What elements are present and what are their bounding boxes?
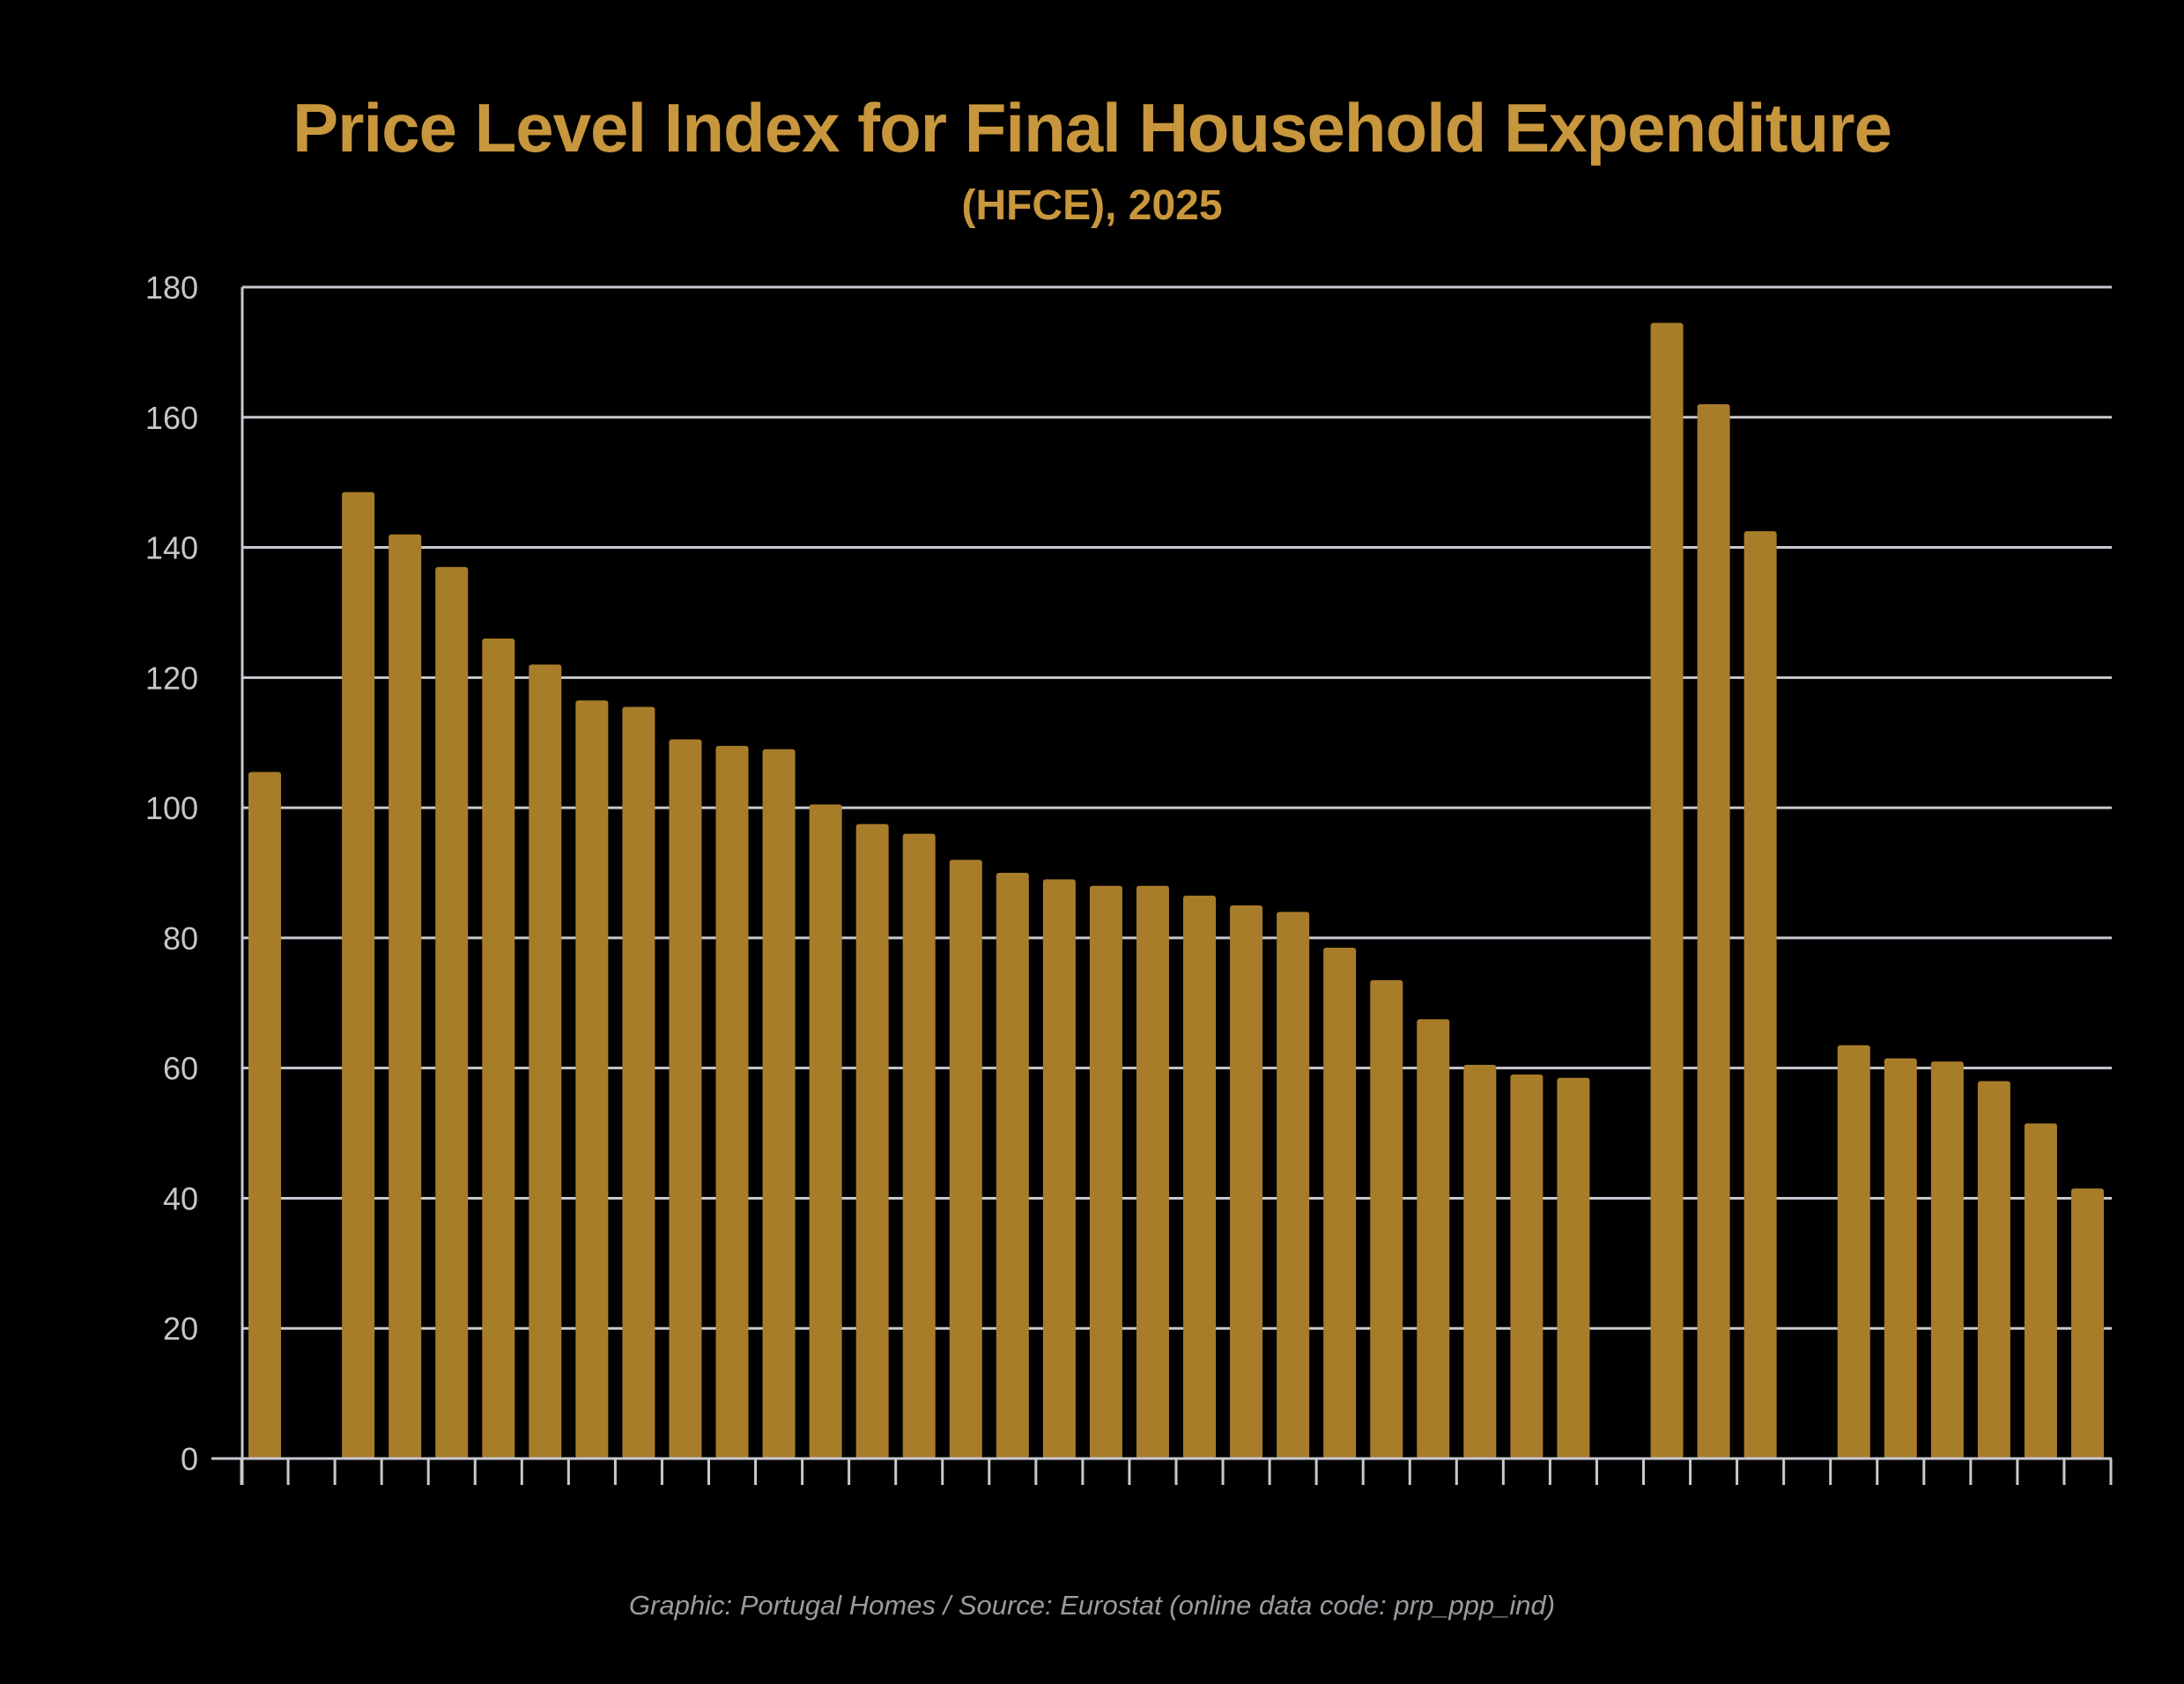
bar [248,772,282,1459]
bar [1277,912,1310,1459]
bar [855,824,889,1459]
y-tick-label: 140 [145,530,198,566]
bar [996,873,1029,1459]
y-tick-label: 120 [145,660,198,696]
bar [1977,1081,2010,1459]
bar [529,664,562,1459]
y-tick-label: 100 [145,790,198,826]
bar [342,491,375,1459]
bar [1837,1045,1870,1459]
y-tick-label: 160 [145,400,198,436]
bar [902,833,936,1459]
bar [1136,885,1169,1459]
bar [949,860,982,1459]
bar [1417,1019,1450,1459]
y-tick-label: 20 [163,1311,198,1347]
source-caption: Graphic: Portugal Homes / Source: Eurost… [628,1590,1556,1621]
bar [762,749,796,1459]
bar [715,745,749,1459]
bar [1743,531,1777,1459]
bar [1697,404,1730,1459]
y-tick-label: 180 [145,270,198,306]
bar [622,706,655,1459]
bar [809,804,842,1459]
bar [1042,879,1076,1459]
bar [389,534,422,1459]
bar [575,700,609,1459]
bar [669,739,702,1459]
bar [435,566,469,1459]
bar [1463,1064,1497,1459]
y-tick-label: 0 [181,1441,198,1477]
bar [2024,1123,2057,1459]
bar [1370,979,1403,1459]
y-tick-label: 80 [163,920,198,956]
bar [1884,1058,1917,1459]
chart-title: Price Level Index for Final Household Ex… [292,89,1892,166]
bar [1089,885,1122,1459]
bar [1183,895,1217,1459]
bar [1557,1077,1590,1459]
bar [1930,1061,1964,1459]
bar [1650,322,1684,1459]
bar [1323,947,1357,1459]
chart-subtitle: (HFCE), 2025 [961,182,1223,229]
y-tick-label: 40 [163,1180,198,1216]
y-tick-label: 60 [163,1051,198,1087]
bar [482,639,515,1459]
bar [1510,1075,1544,1459]
bar [2070,1188,2104,1459]
bar [1230,905,1263,1459]
